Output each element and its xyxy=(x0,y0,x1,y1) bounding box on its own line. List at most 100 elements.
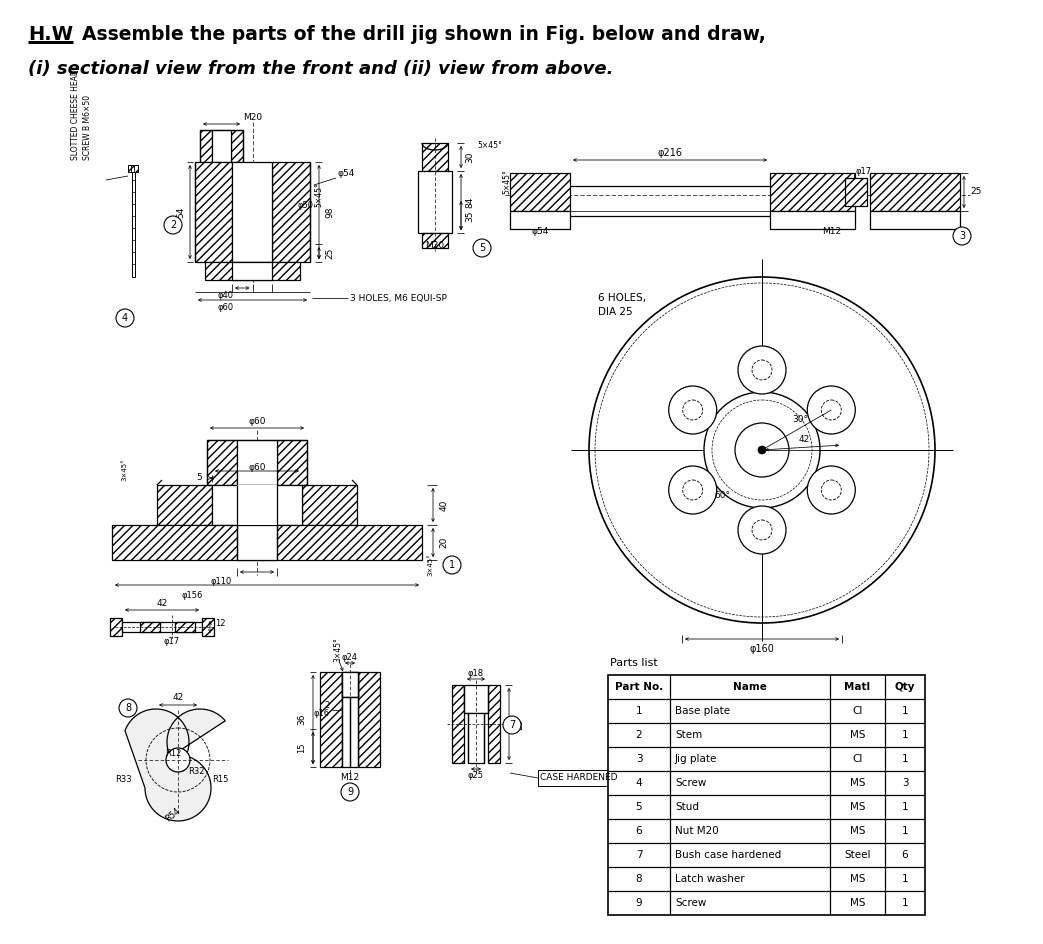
Bar xyxy=(175,622,195,632)
Text: 1: 1 xyxy=(902,802,908,812)
Text: 6 HOLES,: 6 HOLES, xyxy=(598,293,646,303)
Text: 25: 25 xyxy=(970,188,981,196)
Text: M20: M20 xyxy=(426,241,444,249)
Bar xyxy=(342,672,358,697)
Bar xyxy=(464,685,488,713)
Text: Parts list: Parts list xyxy=(610,658,658,668)
Bar xyxy=(422,233,448,248)
Text: CI: CI xyxy=(852,706,863,716)
Bar xyxy=(608,675,925,915)
Circle shape xyxy=(166,748,190,772)
Text: φ16: φ16 xyxy=(314,710,330,718)
Bar xyxy=(342,672,358,697)
Text: MS: MS xyxy=(850,874,866,884)
Text: 3×45°: 3×45° xyxy=(334,637,342,663)
Text: φ160: φ160 xyxy=(750,644,775,654)
Text: 3×45°: 3×45° xyxy=(427,554,433,577)
Text: 35: 35 xyxy=(465,211,475,222)
Text: 6: 6 xyxy=(902,850,908,860)
Circle shape xyxy=(735,423,789,477)
Text: 5×45°: 5×45° xyxy=(314,182,323,208)
Bar xyxy=(140,622,160,632)
Text: Base plate: Base plate xyxy=(675,706,730,716)
Bar xyxy=(110,618,122,636)
Text: MS: MS xyxy=(850,778,866,788)
Text: H.W: H.W xyxy=(28,25,73,44)
Circle shape xyxy=(953,227,971,245)
Text: R33: R33 xyxy=(115,776,131,784)
Bar xyxy=(212,130,231,162)
Bar xyxy=(358,672,380,767)
Text: φ216: φ216 xyxy=(657,148,682,158)
Text: M12: M12 xyxy=(340,772,360,782)
Text: 84: 84 xyxy=(465,196,475,208)
Text: φ60: φ60 xyxy=(248,417,266,427)
Text: φ25: φ25 xyxy=(468,770,484,780)
Text: 5: 5 xyxy=(479,243,485,253)
Text: 1: 1 xyxy=(902,706,908,716)
Text: SLOTTED CHEESE HEAD: SLOTTED CHEESE HEAD xyxy=(71,69,79,160)
Circle shape xyxy=(669,386,717,434)
Bar xyxy=(232,162,272,262)
Text: 3: 3 xyxy=(959,231,965,241)
Bar xyxy=(272,162,310,262)
Bar xyxy=(422,143,448,171)
Text: φ60: φ60 xyxy=(217,304,234,312)
Circle shape xyxy=(341,783,359,801)
Text: φ110: φ110 xyxy=(211,578,232,586)
Circle shape xyxy=(669,466,717,514)
Text: Jig plate: Jig plate xyxy=(675,754,718,764)
Text: φ17: φ17 xyxy=(164,637,180,647)
Text: φ54: φ54 xyxy=(531,228,549,237)
Circle shape xyxy=(807,386,855,434)
Bar xyxy=(342,672,358,697)
Bar xyxy=(157,485,212,525)
Text: CI: CI xyxy=(852,754,863,764)
Bar xyxy=(845,178,867,206)
Bar xyxy=(870,211,960,229)
Bar xyxy=(452,685,464,763)
Text: R32: R32 xyxy=(188,767,204,777)
Text: 25: 25 xyxy=(325,247,335,259)
Bar xyxy=(237,525,277,560)
Text: 30°: 30° xyxy=(792,415,808,425)
Text: 2: 2 xyxy=(635,730,642,740)
Bar xyxy=(488,685,500,763)
Text: 2: 2 xyxy=(324,700,330,710)
Text: 3: 3 xyxy=(635,754,642,764)
Text: 30: 30 xyxy=(465,151,475,162)
Text: 25: 25 xyxy=(515,718,525,730)
Text: 40: 40 xyxy=(439,499,448,511)
Text: φ156: φ156 xyxy=(181,591,202,599)
Circle shape xyxy=(164,216,181,234)
Bar xyxy=(200,130,212,162)
Text: 3×45°: 3×45° xyxy=(121,459,127,481)
Bar xyxy=(232,262,272,280)
Text: 42: 42 xyxy=(172,694,184,702)
Text: 36: 36 xyxy=(297,714,307,725)
Text: 60°: 60° xyxy=(714,491,730,499)
Text: φ54: φ54 xyxy=(338,168,356,177)
Circle shape xyxy=(589,277,935,623)
Text: 7: 7 xyxy=(509,720,515,730)
Text: MS: MS xyxy=(850,898,866,908)
Bar xyxy=(128,165,138,172)
Circle shape xyxy=(503,716,522,734)
Text: 4: 4 xyxy=(635,778,642,788)
Text: 12: 12 xyxy=(215,618,225,628)
Bar xyxy=(202,618,214,636)
Text: 5: 5 xyxy=(196,474,202,482)
Text: φ40: φ40 xyxy=(217,292,233,300)
Polygon shape xyxy=(125,709,225,821)
Text: 1: 1 xyxy=(902,826,908,836)
Bar xyxy=(510,211,571,229)
Bar xyxy=(538,770,638,786)
Circle shape xyxy=(758,446,766,454)
Bar xyxy=(418,171,452,233)
Circle shape xyxy=(738,506,786,554)
Text: φ60: φ60 xyxy=(248,463,266,471)
Bar xyxy=(320,672,342,767)
Bar xyxy=(212,485,302,525)
Text: Assemble the parts of the drill jig shown in Fig. below and draw,: Assemble the parts of the drill jig show… xyxy=(82,25,766,44)
Text: (i) sectional view from the front and (ii) view from above.: (i) sectional view from the front and (i… xyxy=(28,60,613,78)
